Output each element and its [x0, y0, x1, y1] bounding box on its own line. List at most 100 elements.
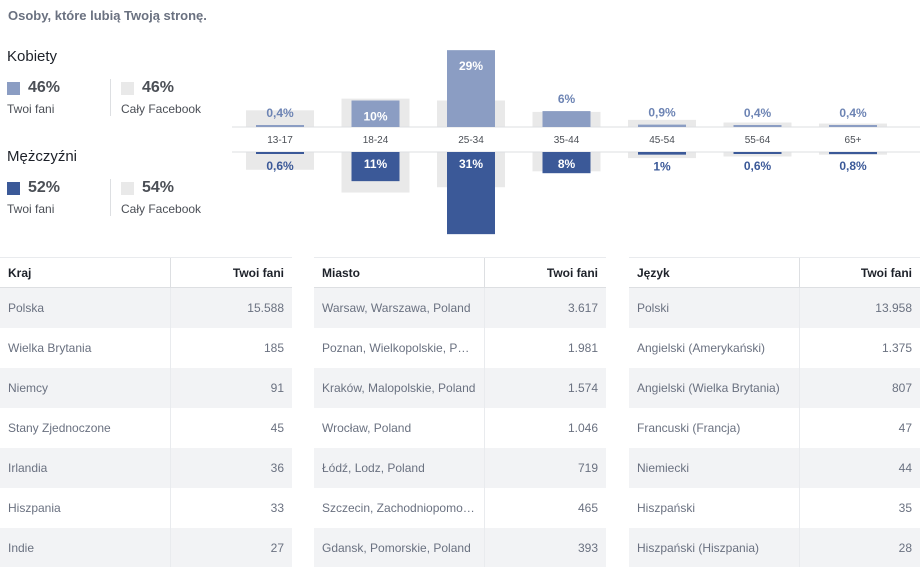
age-tick-13-17: 13-17 [267, 135, 293, 146]
table-row: Angielski (Wielka Brytania) 807 [629, 367, 920, 408]
country-fans-cell: 36 [169, 447, 292, 488]
page-title: Osoby, które lubią Twoją stronę. [8, 8, 207, 23]
bar-fans-men-35-44 [542, 152, 591, 174]
men-fb-label: Cały Facebook [121, 202, 202, 216]
country-name-cell: Niemcy [0, 367, 170, 408]
age-axis-band [232, 127, 920, 152]
bar-fans-men-25-34 [447, 152, 495, 235]
language-name-cell: Hiszpański [637, 500, 696, 515]
age-tick-45-54: 45-54 [649, 135, 675, 146]
table-row: Poznan, Wielkopolskie, Poland 1.981 [314, 327, 606, 368]
legend-women: Kobiety 46% Twoi fani 46% Cały Facebook [7, 48, 222, 116]
age-tick-25-34: 25-34 [458, 135, 484, 146]
country-fans-cell: 27 [169, 527, 292, 567]
label-men-35-44: 8% [558, 157, 576, 171]
label-women-25-34: 29% [459, 59, 483, 73]
bar-fans-men-45-54 [638, 152, 686, 155]
bar-fans-women-55-64 [733, 125, 782, 127]
label-men-18-24: 11% [364, 157, 388, 171]
language-table: Język Twoi fani Polski 13.958 Angielski (Ame… [629, 257, 920, 567]
city-table: Miasto Twoi fani Warsaw, Warszawa, Poland 3… [314, 257, 606, 567]
language-name-cell: Angielski (Amerykański) [637, 340, 766, 355]
language-header-fans[interactable]: Twoi fani [798, 257, 920, 288]
age-tick-35-44: 35-44 [554, 135, 580, 146]
country-fans-cell: 33 [169, 487, 292, 528]
language-fans-cell: 1.375 [798, 327, 920, 368]
city-fans-cell: 3.617 [483, 287, 606, 328]
women-fans-pct: 46% [28, 79, 61, 96]
legend-men-heading: Mężczyźni [7, 148, 78, 165]
bar-fans-women-18-24 [351, 100, 400, 127]
city-fans-cell: 465 [483, 487, 606, 528]
language-fans-cell: 28 [798, 527, 920, 567]
label-men-45-54: 1% [653, 160, 671, 174]
city-name-cell: Łódź, Lodz, Poland [314, 447, 484, 488]
men-fb-swatch [121, 181, 134, 195]
bar-fans-women-65+ [829, 125, 877, 127]
language-name-cell: Polski [629, 287, 799, 328]
table-row: Wrocław, Poland 1.046 [314, 407, 606, 448]
bar-fans-men-65+ [829, 152, 877, 155]
country-name-cell: Irlandia [0, 447, 170, 488]
label-women-65+: 0,4% [839, 106, 867, 120]
bar-fans-men-18-24 [351, 152, 400, 182]
country-name-cell: Hiszpania [8, 500, 61, 515]
bar-fans-women-13-17 [256, 125, 304, 127]
table-row: Niemcy 91 [0, 367, 292, 408]
bar-fans-men-55-64 [733, 152, 782, 154]
table-row: Wielka Brytania 185 [0, 327, 292, 368]
language-name-cell: Hiszpański (Hiszpania) [629, 527, 799, 567]
label-women-55-64: 0,4% [744, 106, 772, 120]
men-fans-pct: 52% [28, 179, 61, 196]
city-fans-cell: 1.574 [483, 367, 606, 408]
age-gender-chart: 13-17 0,4% 0,6% 18-24 10% 11% 25-34 29% 31% 35-44… [232, 50, 920, 235]
men-fans-label: Twoi fani [7, 202, 55, 216]
bar-facebook-men-13-17 [246, 152, 314, 170]
country-table: Kraj Twoi fani Polska 15.588 Wielka Brytania… [0, 257, 292, 567]
women-fb-label: Cały Facebook [121, 102, 202, 116]
city-header-name[interactable]: Miasto [314, 257, 484, 288]
label-women-45-54: 0,9% [648, 106, 676, 120]
table-row: Szczecin, Zachodniopomorskie, Poland465 [314, 487, 606, 528]
table-row: Łódź, Lodz, Poland 719 [314, 447, 606, 488]
label-men-65+: 0,8% [839, 159, 867, 173]
table-row: Polska 15.588 [0, 287, 292, 328]
table-row: Polski 13.958 [629, 287, 920, 328]
bar-facebook-men-55-64 [723, 152, 792, 157]
table-row: Angielski (Amerykański) 1.375 [629, 327, 920, 368]
city-name-cell: Gdansk, Pomorskie, Poland [314, 527, 484, 567]
bar-fans-women-35-44 [542, 111, 591, 127]
legend-women-heading: Kobiety [7, 48, 58, 65]
country-name-cell: Polska [0, 287, 170, 328]
age-tick-18-24: 18-24 [363, 135, 389, 146]
age-tick-55-64: 55-64 [745, 135, 771, 146]
label-men-25-34: 31% [459, 157, 483, 171]
country-fans-cell: 185 [169, 327, 292, 368]
city-header-fans[interactable]: Twoi fani [483, 257, 606, 288]
bar-fans-women-25-34 [447, 50, 495, 127]
bar-facebook-women-13-17 [246, 110, 314, 127]
country-header-name[interactable]: Kraj [0, 257, 170, 288]
city-fans-cell: 719 [483, 447, 606, 488]
language-name-cell: Francuski (Francja) [637, 420, 741, 435]
men-fans-swatch [7, 181, 20, 195]
country-name-cell: Wielka Brytania [8, 340, 92, 355]
city-fans-cell: 393 [483, 527, 606, 567]
bar-fans-men-13-17 [256, 152, 304, 154]
language-fans-cell: 35 [798, 487, 920, 528]
legend-men: Mężczyźni 52% Twoi fani 54% Cały Faceboo… [7, 148, 222, 216]
women-fans-label: Twoi fani [7, 102, 55, 116]
bar-facebook-men-45-54 [628, 152, 696, 159]
table-row: Francuski (Francja) 47 [629, 407, 920, 448]
language-header-name[interactable]: Język [629, 257, 799, 288]
language-fans-cell: 13.958 [798, 287, 920, 328]
country-name-cell: Indie [0, 527, 170, 567]
table-row: Hiszpański (Hiszpania) 28 [629, 527, 920, 567]
label-men-55-64: 0,6% [744, 159, 772, 173]
women-fb-pct: 46% [142, 79, 175, 96]
country-name-cell: Stany Zjednoczone [8, 420, 111, 435]
country-header-fans[interactable]: Twoi fani [169, 257, 292, 288]
country-fans-cell: 45 [169, 407, 292, 448]
city-name-cell: Poznan, Wielkopolskie, Poland [322, 340, 484, 355]
table-row: Stany Zjednoczone 45 [0, 407, 292, 448]
